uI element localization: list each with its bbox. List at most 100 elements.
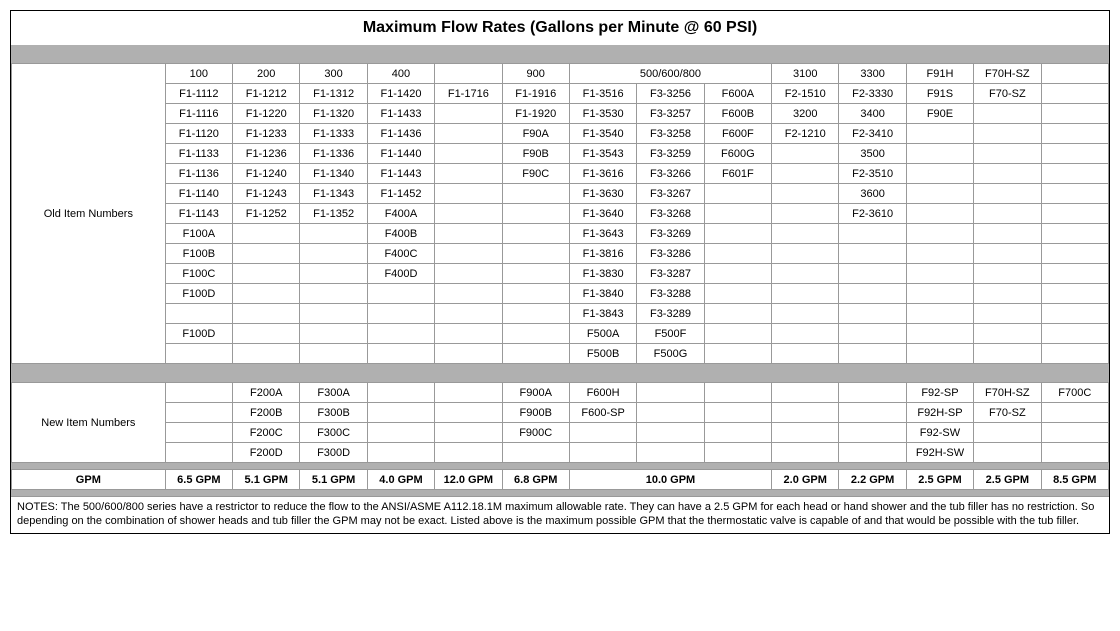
table-cell: F100C <box>165 264 232 284</box>
table-cell <box>839 403 906 423</box>
table-cell: F1-3540 <box>569 124 636 144</box>
table-cell <box>974 124 1041 144</box>
table-cell <box>502 184 569 204</box>
table-cell <box>1041 124 1108 144</box>
table-cell <box>435 344 502 364</box>
table-cell: F100D <box>165 284 232 304</box>
table-cell: F70-SZ <box>974 84 1041 104</box>
table-cell: F1-3643 <box>569 224 636 244</box>
table-cell: F600B <box>704 104 771 124</box>
table-cell: F92-SW <box>906 423 973 443</box>
table-cell: F1-1143 <box>165 204 232 224</box>
table-cell: F400D <box>367 264 434 284</box>
table-cell <box>839 383 906 403</box>
table-cell: F3-3258 <box>637 124 704 144</box>
table-cell: F2-1510 <box>772 84 839 104</box>
table-cell: F1-1320 <box>300 104 367 124</box>
table-cell: F2-3510 <box>839 164 906 184</box>
table-cell: F300D <box>300 443 367 463</box>
gpm-table: GPM6.5 GPM5.1 GPM5.1 GPM4.0 GPM12.0 GPM6… <box>11 469 1109 490</box>
table-cell <box>1041 204 1108 224</box>
table-cell <box>1041 164 1108 184</box>
table-cell <box>906 244 973 264</box>
table-cell <box>165 383 232 403</box>
table-cell <box>906 304 973 324</box>
table-cell: 2.2 GPM <box>839 470 906 490</box>
table-cell <box>839 324 906 344</box>
table-cell: F1-1252 <box>233 204 300 224</box>
table-cell <box>367 284 434 304</box>
table-cell: F1-1120 <box>165 124 232 144</box>
table-cell <box>1041 64 1108 84</box>
table-cell: F3-3289 <box>637 304 704 324</box>
table-cell: F1-3840 <box>569 284 636 304</box>
table-cell: F200A <box>233 383 300 403</box>
table-cell: F91S <box>906 84 973 104</box>
table-cell <box>704 423 771 443</box>
table-cell <box>839 344 906 364</box>
table-cell <box>704 383 771 403</box>
table-cell <box>839 244 906 264</box>
table-cell <box>839 304 906 324</box>
table-cell <box>502 224 569 244</box>
table-cell: 900 <box>502 64 569 84</box>
table-cell: F1-1920 <box>502 104 569 124</box>
table-cell: F70-SZ <box>974 403 1041 423</box>
table-cell <box>367 304 434 324</box>
table-cell <box>569 443 636 463</box>
table-cell <box>906 184 973 204</box>
table-cell <box>637 423 704 443</box>
divider-bar <box>11 45 1109 63</box>
table-cell: 100 <box>165 64 232 84</box>
table-cell: F1-1136 <box>165 164 232 184</box>
table-cell <box>772 443 839 463</box>
table-cell <box>1041 224 1108 244</box>
table-cell <box>435 64 502 84</box>
table-cell <box>772 224 839 244</box>
old-item-numbers-table: Old Item Numbers100200300400900500/600/8… <box>11 63 1109 364</box>
table-cell: 5.1 GPM <box>300 470 367 490</box>
table-cell: F1-1433 <box>367 104 434 124</box>
table-cell <box>772 403 839 423</box>
row-header: New Item Numbers <box>12 383 166 463</box>
table-cell <box>367 324 434 344</box>
table-cell <box>1041 104 1108 124</box>
table-cell <box>435 423 502 443</box>
table-cell: F1-3640 <box>569 204 636 224</box>
table-cell: F500F <box>637 324 704 344</box>
table-cell: F200B <box>233 403 300 423</box>
table-cell <box>839 224 906 244</box>
table-cell <box>704 284 771 304</box>
table-cell: F1-1340 <box>300 164 367 184</box>
table-cell: F1-1116 <box>165 104 232 124</box>
table-cell: F1-1343 <box>300 184 367 204</box>
table-cell <box>974 104 1041 124</box>
table-cell <box>906 224 973 244</box>
table-cell: F100A <box>165 224 232 244</box>
row-header: Old Item Numbers <box>12 64 166 364</box>
table-cell <box>974 443 1041 463</box>
table-cell: F200D <box>233 443 300 463</box>
table-cell <box>233 224 300 244</box>
table-cell <box>839 284 906 304</box>
table-cell: F1-3816 <box>569 244 636 264</box>
table-cell <box>974 164 1041 184</box>
table-cell <box>1041 84 1108 104</box>
divider-bar <box>11 364 1109 382</box>
table-cell: F1-1716 <box>435 84 502 104</box>
table-cell: F1-1112 <box>165 84 232 104</box>
table-cell <box>165 344 232 364</box>
table-cell <box>1041 443 1108 463</box>
page-title: Maximum Flow Rates (Gallons per Minute @… <box>11 11 1109 45</box>
table-cell <box>435 264 502 284</box>
table-cell: F3-3259 <box>637 144 704 164</box>
table-cell: F900C <box>502 423 569 443</box>
table-cell: F1-1133 <box>165 144 232 164</box>
table-cell <box>502 264 569 284</box>
table-cell: F1-3543 <box>569 144 636 164</box>
table-cell <box>233 264 300 284</box>
table-cell <box>502 244 569 264</box>
table-cell: 3300 <box>839 64 906 84</box>
table-cell: F92H-SP <box>906 403 973 423</box>
table-cell: F3-3286 <box>637 244 704 264</box>
